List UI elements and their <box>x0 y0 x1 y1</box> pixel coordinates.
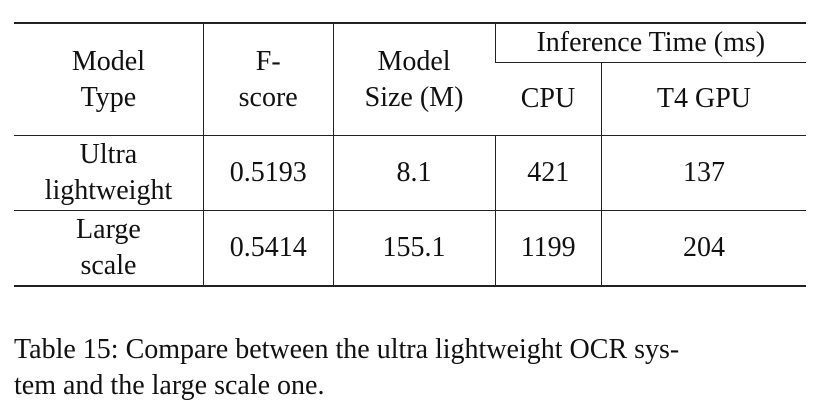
header-row-sub: CPU T4 GPU <box>14 62 806 136</box>
comparison-table: Model Type F- score Model Size (M) Infer… <box>14 22 806 287</box>
cell-gpu: 204 <box>600 210 806 287</box>
caption-line: tem and the large scale one. <box>14 370 325 401</box>
cell-model-type: Large scale <box>14 210 204 287</box>
cell-model-type: Ultra lightweight <box>14 135 204 211</box>
cell-model-size: 8.1 <box>332 135 496 211</box>
cell-cpu: 1199 <box>494 210 602 287</box>
header-cpu: CPU <box>495 62 602 136</box>
cell-gpu: 137 <box>600 135 806 211</box>
header-model-type: Model Type <box>14 22 204 136</box>
table-row: Large scale 0.5414 155.1 1199 204 <box>14 210 806 287</box>
cell-f-score: 0.5193 <box>202 135 334 211</box>
header-row-top: Model Type F- score Model Size (M) Infer… <box>14 22 806 136</box>
caption-line: Table 15: Compare between the ultra ligh… <box>14 334 680 365</box>
table-row: Ultra lightweight 0.5193 8.1 421 137 <box>14 135 806 211</box>
header-inference-time: Inference Time (ms) <box>494 22 806 63</box>
table-caption: Table 15: Compare between the ultra ligh… <box>14 332 806 404</box>
cell-model-size: 155.1 <box>332 210 496 287</box>
header-f-score: F- score <box>202 22 334 136</box>
header-gpu: T4 GPU <box>600 62 806 136</box>
header-model-size: Model Size (M) <box>332 22 496 136</box>
cell-f-score: 0.5414 <box>202 210 334 287</box>
comparison-table-container: Model Type F- score Model Size (M) Infer… <box>14 22 806 287</box>
cell-cpu: 421 <box>494 135 602 211</box>
